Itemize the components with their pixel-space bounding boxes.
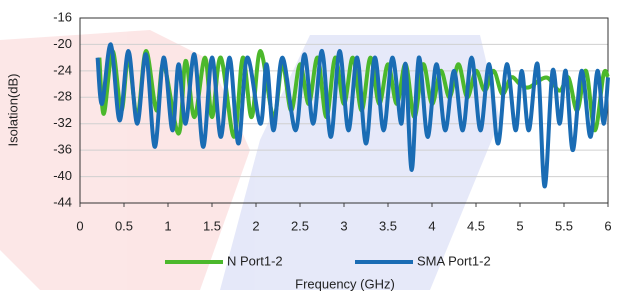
x-tick-label: 4.5: [467, 218, 485, 233]
x-tick-label: 2: [252, 218, 259, 233]
y-tick-label: -16: [53, 9, 72, 24]
x-tick-label: 0.5: [115, 218, 133, 233]
y-tick-label: -24: [53, 62, 72, 77]
x-tick-label: 2.5: [291, 218, 309, 233]
legend-label: N Port1-2: [227, 253, 283, 268]
x-tick-label: 1.5: [203, 218, 221, 233]
x-axis-title: Frequency (GHz): [295, 276, 395, 291]
y-tick-label: -40: [53, 168, 72, 183]
y-axis-title: Isolation(dB): [5, 74, 20, 147]
chart: Isolation(dB) Frequency (GHz) -16 -20 -24 -…: [0, 0, 628, 300]
x-tick-label: 6: [604, 218, 611, 233]
x-tick-label: 3.5: [379, 218, 397, 233]
x-tick-label: 5.5: [555, 218, 573, 233]
x-tick-label: 1: [164, 218, 171, 233]
y-tick-label: -36: [53, 142, 72, 157]
y-tick-label: -20: [53, 36, 72, 51]
x-tick-label: 5: [516, 218, 523, 233]
y-tick-label: -32: [53, 115, 72, 130]
x-tick-label: 4: [428, 218, 435, 233]
y-tick-label: -44: [53, 194, 72, 209]
legend-label: SMA Port1-2: [417, 253, 491, 268]
y-tick-label: -28: [53, 89, 72, 104]
x-tick-label: 0: [76, 218, 83, 233]
x-tick-label: 3: [340, 218, 347, 233]
